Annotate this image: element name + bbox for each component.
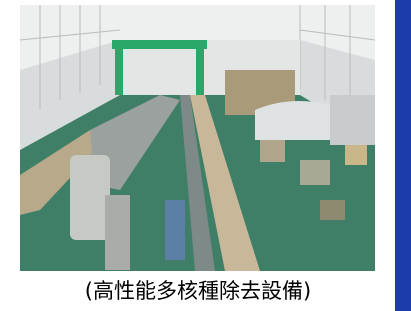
caption: (高性能多核種除去設備) (85, 279, 311, 303)
side-bar (395, 0, 411, 311)
page: (高性能多核種除去設備) (0, 0, 411, 311)
tank (70, 155, 110, 240)
right-unit (330, 95, 375, 145)
skid (260, 140, 285, 162)
photo (20, 5, 375, 271)
duct (255, 101, 330, 140)
stairs (105, 195, 130, 270)
skid (320, 200, 345, 220)
pump (165, 200, 185, 260)
skid (345, 145, 367, 165)
skid (300, 160, 330, 185)
